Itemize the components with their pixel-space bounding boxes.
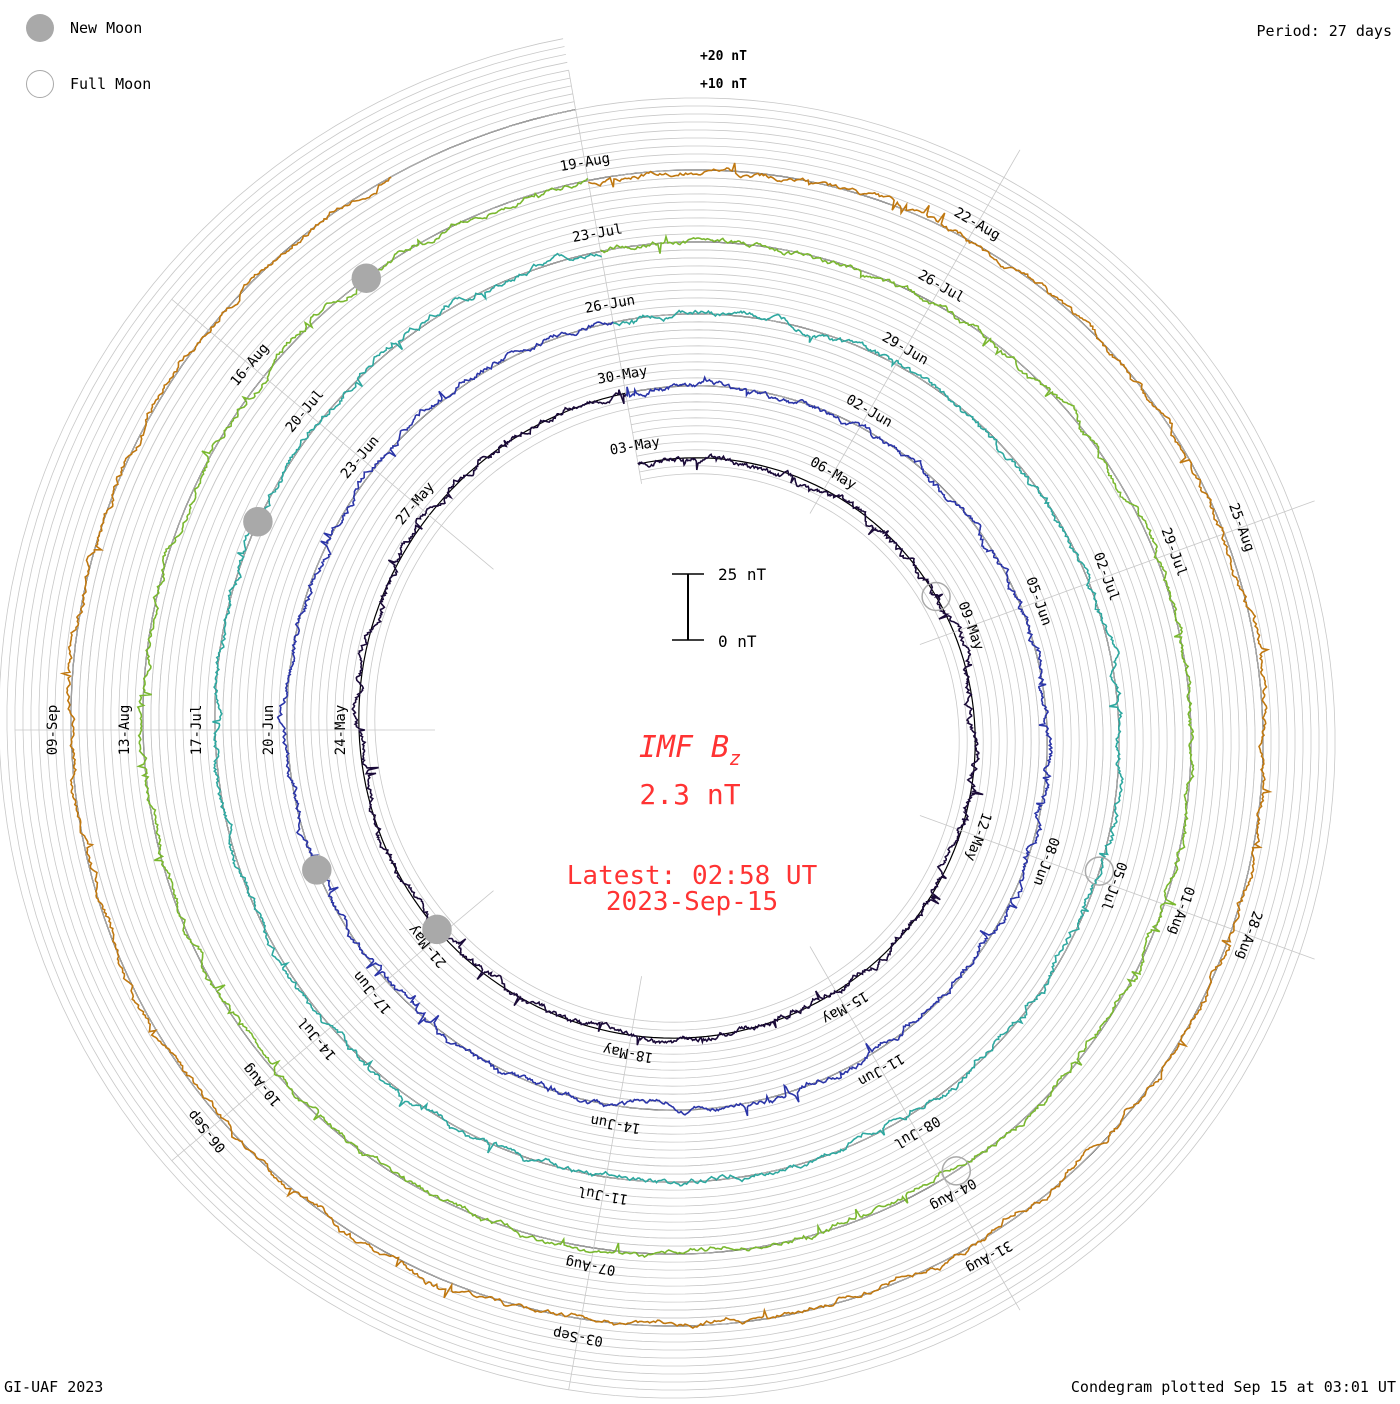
footer-credit: GI-UAF 2023	[4, 1378, 104, 1396]
new-moon-icon	[26, 14, 54, 42]
spiral-grid-line	[22, 61, 1312, 1375]
spiral-grid-line	[38, 77, 1296, 1359]
full-moon-icon	[26, 70, 54, 98]
date-tick-label: 13-Aug	[117, 705, 133, 756]
date-tick-label: 29-Jun	[879, 329, 931, 368]
spiral-grid-line	[54, 93, 1280, 1343]
moon-marker-layer	[243, 263, 1115, 1186]
center-title-main: IMF B	[639, 730, 729, 765]
date-tick-label: 28-Aug	[1233, 909, 1265, 962]
spoke-line	[919, 815, 1315, 960]
ref-label-high: +20 nT	[700, 49, 747, 64]
spiral-grid-line	[30, 69, 1304, 1367]
date-tick-label: 11-Jun	[855, 1050, 907, 1089]
date-tick-label: 14-Jun	[589, 1112, 642, 1137]
spiral-grid-line	[62, 101, 1272, 1335]
series-layer	[59, 162, 1273, 1329]
legend-full-moon-label: Full Moon	[70, 75, 152, 93]
date-tick-label: 25-Aug	[1225, 501, 1257, 554]
center-title-sub: z	[729, 746, 741, 770]
date-tick-label: 09-Sep	[45, 705, 61, 756]
new-moon-marker	[422, 914, 452, 945]
date-tick-label: 15-May	[819, 988, 871, 1027]
period-label: Period: 27 days	[1256, 22, 1392, 40]
date-tick-label: 20-Jul	[283, 387, 328, 436]
series-trace-ring-2	[212, 252, 1124, 1187]
date-tick-label: 26-Jun	[584, 292, 637, 317]
spiral-grid-line	[46, 85, 1288, 1351]
legend-new-moon-label: New Moon	[70, 19, 143, 37]
series-trace-ring-4	[59, 162, 1273, 1329]
full-moon-marker	[921, 581, 951, 612]
spoke-line	[809, 946, 1021, 1311]
series-trace-ring-1	[276, 321, 1054, 1117]
new-moon-marker	[302, 855, 332, 885]
center-value: 2.3 nT	[639, 778, 740, 811]
footer-plotted-time: Condegram plotted Sep 15 at 03:01 UT	[1070, 1378, 1396, 1396]
series-trace-ring-0	[351, 389, 984, 1046]
new-moon-marker	[243, 506, 273, 537]
date-tick-label: 11-Jul	[577, 1183, 630, 1208]
series-trace-ring-3	[136, 177, 1195, 1259]
legend-full-moon: Full Moon	[26, 69, 151, 99]
date-tick-label: 06-Sep	[185, 1107, 230, 1156]
date-tick-label: 18-May	[602, 1041, 655, 1066]
date-tick-label: 17-Jul	[189, 705, 205, 756]
date-tick-label: 01-Aug	[1165, 884, 1197, 937]
date-tick-label: 02-Jun	[843, 392, 895, 431]
date-tick-label: 07-Aug	[564, 1253, 617, 1278]
date-tick-label: 06-May	[807, 454, 859, 493]
date-tick-label: 17-Jun	[350, 968, 395, 1017]
spoke-line	[809, 149, 1021, 514]
scale-bar-bottom-label: 0 nT	[718, 632, 757, 651]
date-tick-label: 14-Jul	[295, 1014, 340, 1063]
date-tick-label: 23-Jul	[571, 221, 624, 246]
date-tick-label: 03-Sep	[552, 1324, 605, 1349]
spiral-grid-line	[6, 46, 1328, 1391]
full-moon-marker	[941, 1156, 972, 1186]
scale-bar-top-label: 25 nT	[718, 565, 767, 584]
new-moon-marker	[351, 263, 382, 293]
grid-layer	[0, 38, 1336, 1399]
date-tick-label: 20-Jun	[261, 705, 277, 756]
legend-new-moon: New Moon	[26, 13, 142, 43]
spoke-line	[568, 976, 642, 1390]
center-readout: IMF Bz 2.3 nT Latest: 02:58 UT 2023-Sep-…	[567, 730, 818, 917]
date-tick-label: 23-Jun	[338, 433, 383, 482]
center-title: IMF Bz	[639, 730, 741, 770]
ref-label-mid: +10 nT	[700, 77, 747, 92]
date-tick-label: 30-May	[596, 363, 649, 388]
spoke-line	[568, 70, 642, 484]
date-tick-label: 03-May	[609, 434, 662, 459]
spoke-line	[171, 299, 494, 570]
date-tick-label: 29-Jul	[1157, 526, 1189, 579]
date-tick-label: 19-Aug	[559, 150, 612, 175]
date-tick-label: 31-Aug	[963, 1237, 1015, 1276]
center-latest: Latest: 02:58 UT	[567, 861, 818, 891]
date-tick-label: 22-Aug	[951, 205, 1003, 244]
spiral-grid-line	[14, 54, 1320, 1383]
date-tick-label: 24-May	[333, 705, 349, 756]
center-date: 2023-Sep-15	[606, 887, 778, 917]
spoke-line	[919, 500, 1315, 645]
reference-labels: +20 nT +10 nT	[700, 49, 747, 92]
scale-bar: 25 nT 0 nT	[672, 565, 767, 651]
date-tick-label: 10-Aug	[240, 1060, 285, 1109]
full-moon-marker	[1084, 856, 1115, 886]
